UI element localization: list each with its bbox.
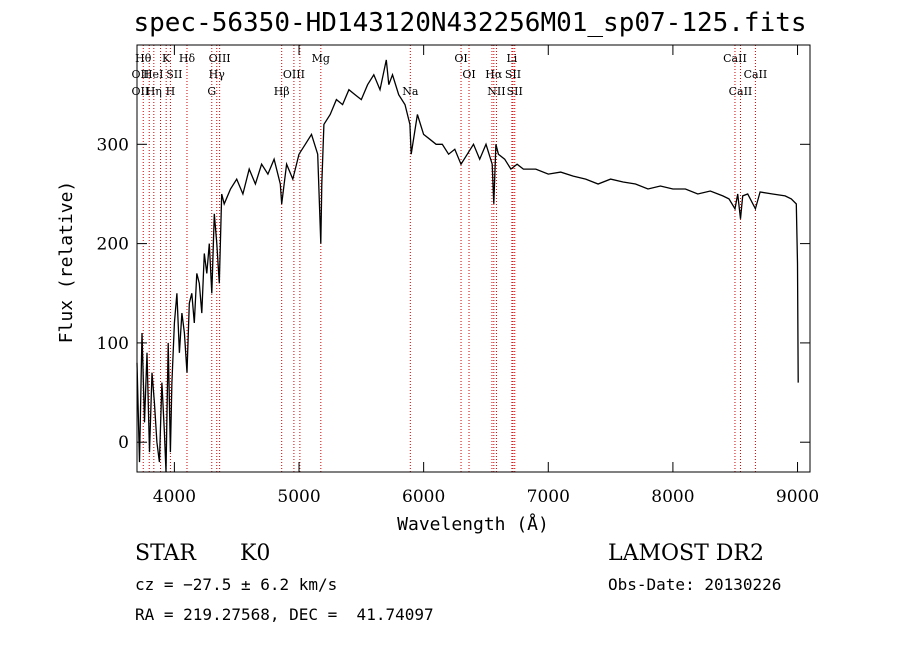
object-class: STAR: [135, 541, 196, 566]
line-label: Hη: [146, 85, 162, 98]
x-tick-label: 6000: [402, 487, 445, 507]
line-label: Hδ: [179, 52, 196, 65]
line-label: G: [207, 85, 216, 98]
line-label: NII: [487, 85, 505, 98]
line-label: CaII: [744, 68, 768, 81]
x-tick-label: 7000: [527, 487, 570, 507]
line-label: K: [162, 52, 171, 65]
y-tick-label: 0: [118, 433, 129, 453]
plot-frame: [136, 44, 811, 473]
line-markers: [142, 45, 756, 472]
chart-title: spec-56350-HD143120N432256M01_sp07-125.f…: [133, 8, 807, 38]
coordinates: RA = 219.27568, DEC = 41.74097: [135, 605, 434, 624]
line-label: CaII: [723, 52, 747, 65]
line-label: Hβ: [274, 85, 290, 98]
line-label: OIII: [283, 68, 305, 81]
line-label: SII: [166, 68, 182, 81]
line-label: Hθ: [135, 52, 152, 65]
line-label: OI: [462, 68, 475, 81]
observation-date: Obs-Date: 20130226: [608, 575, 782, 594]
line-label: H: [166, 85, 176, 98]
line-label: Li: [506, 52, 517, 65]
line-label: Na: [402, 85, 419, 98]
y-axis-label: Flux (relative): [56, 181, 77, 344]
redshift-cz: cz = −27.5 ± 6.2 km/s: [135, 575, 338, 594]
y-tick-label: 100: [97, 334, 129, 354]
line-label: Mg: [312, 52, 330, 65]
spectrum-series: [136, 59, 799, 473]
line-label: SII: [505, 68, 521, 81]
line-label: OII: [132, 68, 150, 81]
y-tick-label: 200: [97, 235, 129, 255]
x-tick-label: 9000: [776, 487, 819, 507]
axis-ticks: 4000 5000 6000 7000 8000 9000 0 100 200 300: [97, 45, 819, 507]
y-tick-label: 300: [97, 135, 129, 155]
line-label: CaII: [729, 85, 753, 98]
line-label: OI: [454, 52, 467, 65]
line-label: Hα: [485, 68, 503, 81]
x-tick-label: 8000: [651, 487, 694, 507]
line-label: SII: [507, 85, 523, 98]
line-label: HeI: [143, 68, 163, 81]
x-axis-label: Wavelength (Å): [397, 513, 549, 535]
spectrum-line: [136, 59, 799, 473]
line-label: OII: [132, 85, 150, 98]
survey-name: LAMOST DR2: [608, 541, 764, 566]
spectral-subclass: K0: [240, 541, 271, 566]
line-label: OIII: [209, 52, 231, 65]
x-tick-label: 4000: [153, 487, 196, 507]
line-label: Hγ: [209, 68, 226, 81]
x-tick-label: 5000: [277, 487, 320, 507]
